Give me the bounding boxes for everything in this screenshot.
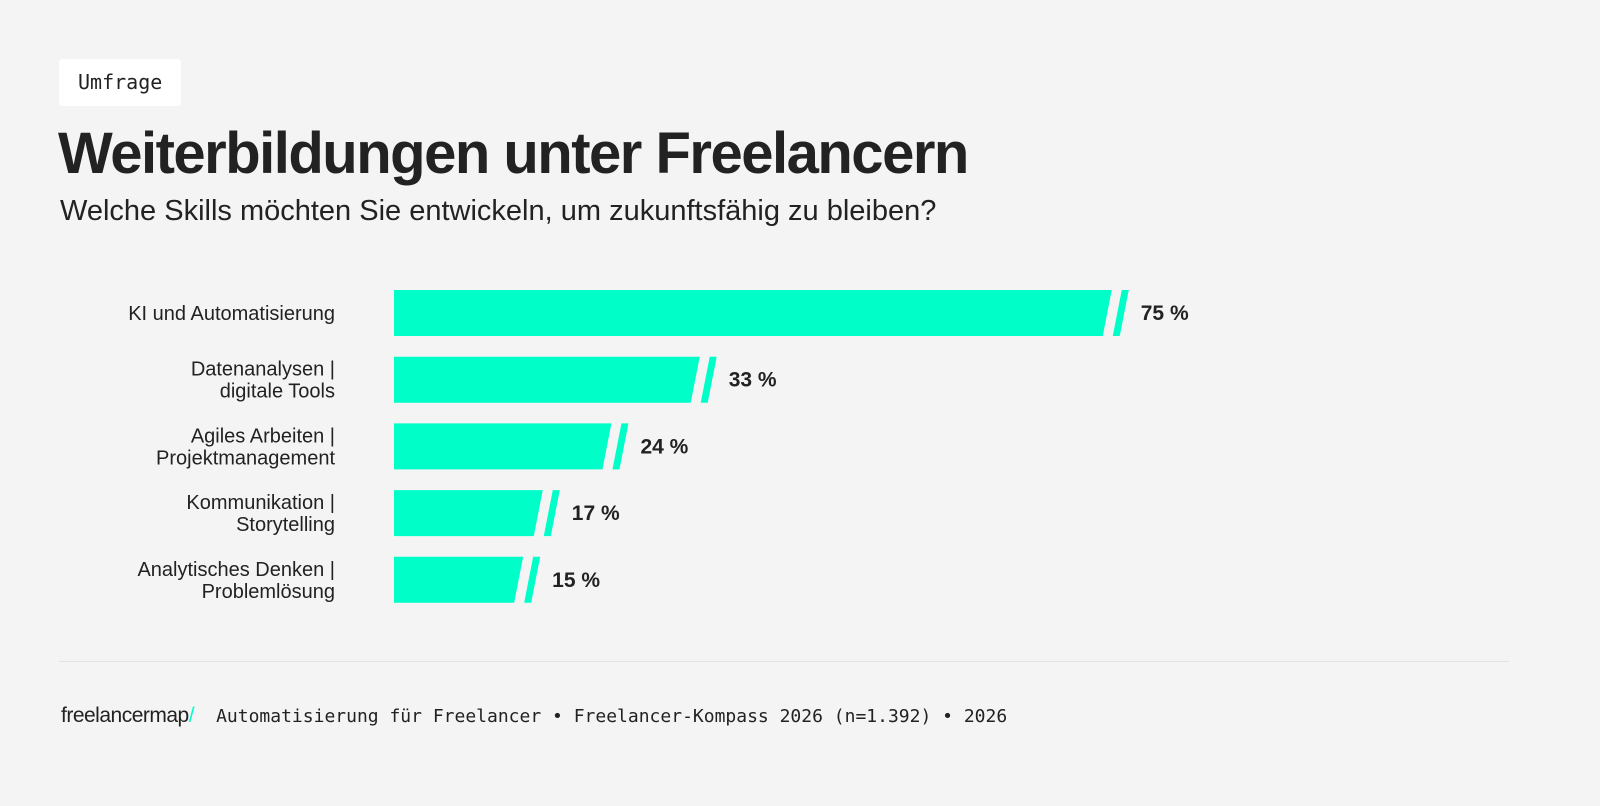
page-title: Weiterbildungen unter Freelancern xyxy=(58,121,969,186)
bar xyxy=(394,423,612,470)
bar-chart: 75 % KI und Automatisierung 33 % Datenanaly… xyxy=(128,290,1189,603)
category-label: KI und Automatisierung xyxy=(128,303,335,325)
bar xyxy=(394,356,700,403)
bar-break-mark xyxy=(700,356,717,403)
bar-break-mark xyxy=(1112,290,1129,336)
category-label: Datenanalysen | digitale Tools xyxy=(191,359,335,403)
value-label: 33 % xyxy=(729,369,777,392)
category-label: Agiles Arbeiten | Projektmanagement xyxy=(156,425,335,469)
category-label: Analytisches Denken | Problemlösung xyxy=(137,559,335,603)
bar-break-mark xyxy=(524,556,541,603)
bar-break-mark xyxy=(612,423,629,470)
bar-break-mark xyxy=(543,490,560,537)
category-tag: Umfrage xyxy=(59,59,182,106)
category-label: Kommunikation | Storytelling xyxy=(186,492,335,536)
bar xyxy=(394,490,543,537)
divider xyxy=(59,661,1509,662)
value-label: 24 % xyxy=(640,435,688,458)
freelancermap-logo: freelancermap/ xyxy=(61,704,195,727)
bar xyxy=(394,556,524,603)
value-label: 75 % xyxy=(1141,302,1189,325)
page-subtitle: Welche Skills möchten Sie entwickeln, um… xyxy=(60,195,937,227)
footer: freelancermap/ Automatisierung für Freel… xyxy=(61,704,1007,728)
value-label: 15 % xyxy=(552,569,600,592)
bar xyxy=(394,290,1112,336)
value-label: 17 % xyxy=(572,502,620,525)
source-note: Automatisierung für Freelancer • Freelan… xyxy=(216,706,1008,727)
